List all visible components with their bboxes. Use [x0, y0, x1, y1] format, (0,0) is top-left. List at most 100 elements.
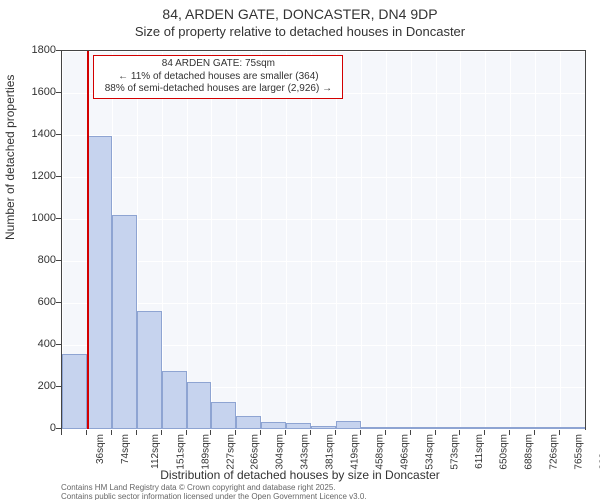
- x-tick-label: 688sqm: [524, 434, 535, 470]
- x-tick-mark: [484, 430, 485, 435]
- plot-area: 84 ARDEN GATE: 75sqm← 11% of detached ho…: [61, 50, 586, 430]
- x-tick-label: 765sqm: [574, 434, 585, 470]
- x-tick-mark: [534, 430, 535, 435]
- histogram-bar: [411, 427, 436, 429]
- y-axis-title: Number of detached properties: [3, 75, 17, 240]
- gridline-h: [62, 261, 585, 262]
- x-tick-label: 611sqm: [473, 434, 484, 469]
- chart-title: 84, ARDEN GATE, DONCASTER, DN4 9DP: [0, 6, 600, 22]
- y-tick-mark: [56, 428, 61, 429]
- histogram-bar: [211, 402, 236, 429]
- gridline-v: [236, 51, 237, 429]
- attribution: Contains HM Land Registry data © Crown c…: [61, 484, 367, 500]
- histogram-bar: [535, 427, 560, 429]
- gridline-v: [211, 51, 212, 429]
- x-tick-mark: [61, 430, 62, 435]
- x-tick-label: 458sqm: [375, 434, 386, 470]
- x-tick-label: 419sqm: [350, 434, 361, 470]
- x-tick-label: 726sqm: [549, 434, 560, 470]
- gridline-v: [460, 51, 461, 429]
- y-tick-mark: [56, 92, 61, 93]
- histogram-bar: [386, 427, 411, 429]
- x-tick-mark: [509, 430, 510, 435]
- histogram-bar: [286, 423, 311, 429]
- gridline-v: [485, 51, 486, 429]
- x-tick-label: 74sqm: [120, 434, 131, 464]
- y-tick-mark: [56, 302, 61, 303]
- x-tick-label: 266sqm: [250, 434, 261, 470]
- gridline-h: [62, 135, 585, 136]
- x-tick-mark: [161, 430, 162, 435]
- y-tick-label: 1400: [32, 128, 56, 140]
- histogram-bar: [87, 136, 112, 429]
- marker-line: [87, 51, 89, 429]
- y-tick-label: 1000: [32, 212, 56, 224]
- y-tick-mark: [56, 260, 61, 261]
- gridline-v: [261, 51, 262, 429]
- gridline-h: [62, 429, 585, 430]
- histogram-bar: [485, 427, 510, 429]
- x-tick-label: 304sqm: [275, 434, 286, 470]
- x-tick-mark: [260, 430, 261, 435]
- x-tick-label: 112sqm: [150, 434, 161, 469]
- x-tick-mark: [435, 430, 436, 435]
- histogram-bar: [560, 427, 585, 429]
- y-tick-mark: [56, 344, 61, 345]
- gridline-v: [411, 51, 412, 429]
- histogram-bar: [137, 311, 162, 429]
- x-tick-mark: [559, 430, 560, 435]
- gridline-v: [436, 51, 437, 429]
- x-tick-mark: [136, 430, 137, 435]
- gridline-h: [62, 177, 585, 178]
- x-tick-mark: [385, 430, 386, 435]
- x-tick-label: 227sqm: [225, 434, 236, 470]
- x-tick-label: 36sqm: [95, 434, 106, 464]
- x-tick-mark: [186, 430, 187, 435]
- x-tick-label: 534sqm: [424, 434, 435, 470]
- x-tick-label: 343sqm: [300, 434, 311, 470]
- x-tick-label: 381sqm: [325, 434, 336, 470]
- y-tick-label: 200: [38, 380, 56, 392]
- y-tick-label: 1600: [32, 86, 56, 98]
- x-tick-mark: [210, 430, 211, 435]
- histogram-bar: [311, 426, 336, 429]
- histogram-bar: [436, 427, 461, 429]
- y-tick-mark: [56, 176, 61, 177]
- gridline-v: [361, 51, 362, 429]
- x-tick-mark: [335, 430, 336, 435]
- gridline-v: [386, 51, 387, 429]
- annotation-line: ← 11% of detached houses are smaller (36…: [98, 71, 338, 84]
- y-tick-mark: [56, 50, 61, 51]
- annotation-line: 84 ARDEN GATE: 75sqm: [98, 58, 338, 71]
- x-tick-mark: [285, 430, 286, 435]
- histogram-bar: [336, 421, 361, 429]
- x-tick-label: 573sqm: [449, 434, 460, 470]
- y-tick-label: 1800: [32, 44, 56, 56]
- histogram-bar: [361, 427, 386, 429]
- x-axis-title: Distribution of detached houses by size …: [0, 468, 600, 482]
- x-tick-mark: [410, 430, 411, 435]
- x-tick-label: 650sqm: [499, 434, 510, 470]
- gridline-v: [187, 51, 188, 429]
- x-tick-mark: [111, 430, 112, 435]
- x-tick-label: 189sqm: [200, 434, 211, 470]
- attribution-line: Contains public sector information licen…: [61, 493, 367, 500]
- gridline-v: [535, 51, 536, 429]
- x-tick-label: 151sqm: [175, 434, 186, 470]
- histogram-bar: [460, 427, 485, 429]
- x-tick-mark: [86, 430, 87, 435]
- y-tick-mark: [56, 218, 61, 219]
- gridline-v: [286, 51, 287, 429]
- histogram-bar: [62, 354, 87, 429]
- x-tick-mark: [235, 430, 236, 435]
- gridline-v: [510, 51, 511, 429]
- x-tick-mark: [459, 430, 460, 435]
- x-tick-mark: [310, 430, 311, 435]
- x-tick-mark: [360, 430, 361, 435]
- histogram-bar: [187, 382, 212, 429]
- annotation-line: 88% of semi-detached houses are larger (…: [98, 83, 338, 96]
- gridline-v: [336, 51, 337, 429]
- gridline-v: [560, 51, 561, 429]
- histogram-bar: [236, 416, 261, 429]
- y-tick-label: 400: [38, 338, 56, 350]
